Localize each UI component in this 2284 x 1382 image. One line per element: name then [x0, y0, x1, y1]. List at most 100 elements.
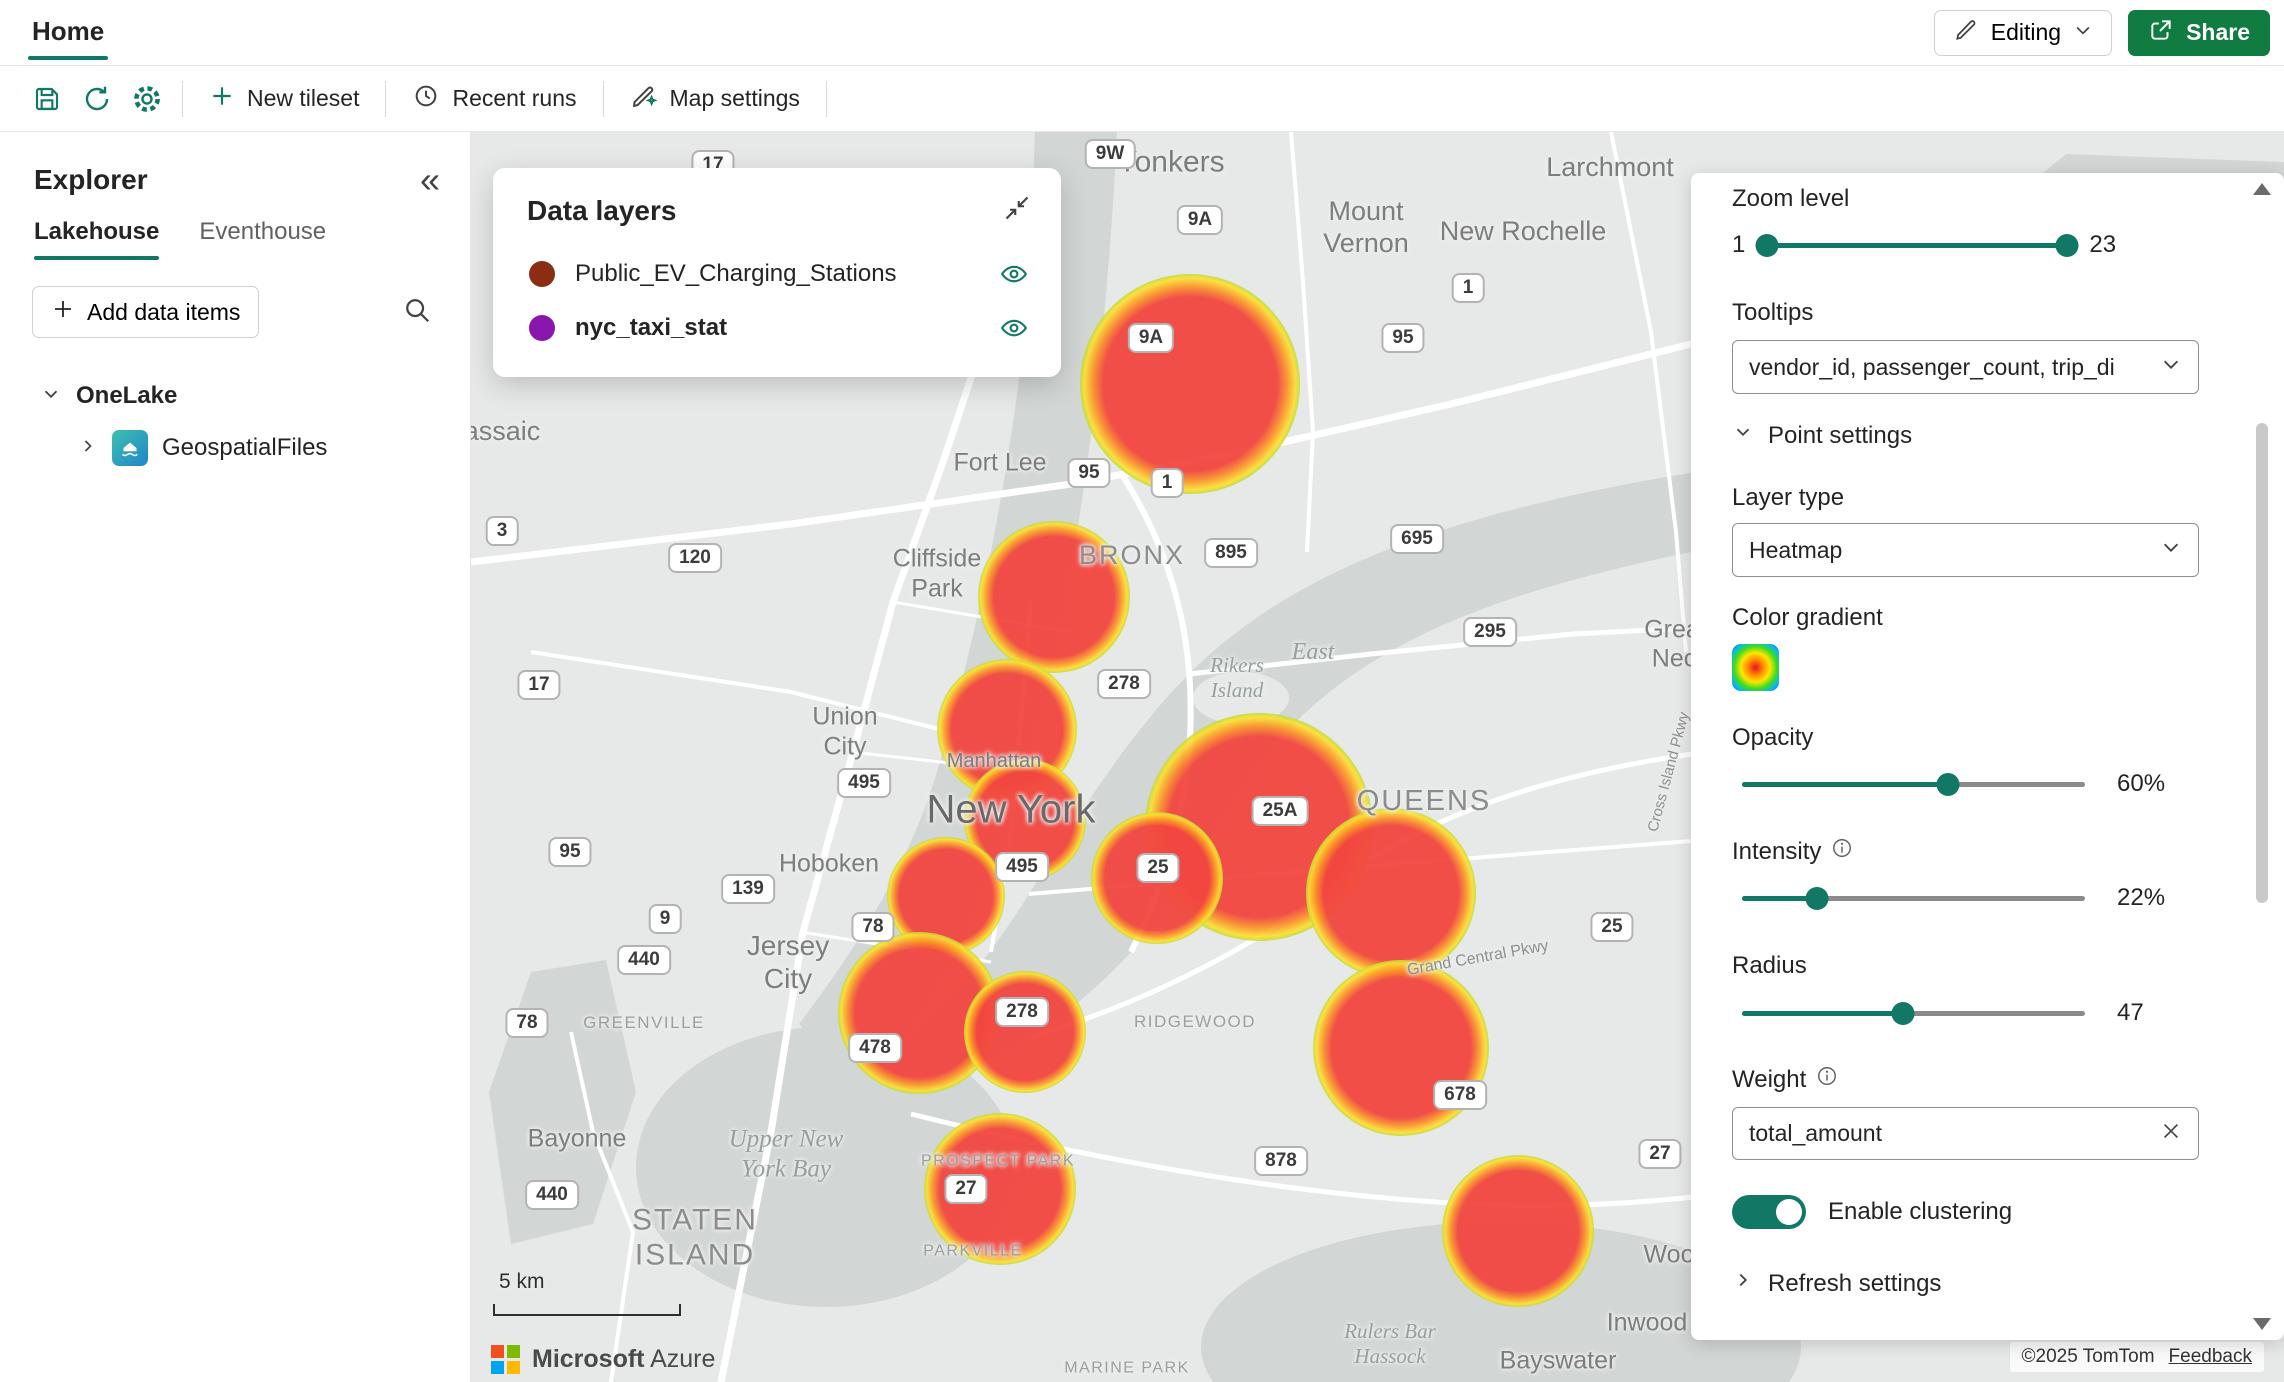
- azure-logo-azure: Azure: [644, 1345, 716, 1373]
- toolbar-divider: [385, 80, 387, 117]
- refresh-button[interactable]: [72, 75, 122, 123]
- new-tileset-button[interactable]: New tileset: [193, 75, 375, 123]
- radius-value: 47: [2117, 999, 2144, 1026]
- save-button[interactable]: [22, 75, 72, 123]
- toolbar-divider: [602, 80, 604, 117]
- zoom-max-value: 23: [2089, 231, 2117, 258]
- scale-label: 5 km: [499, 1270, 545, 1293]
- recent-runs-label: Recent runs: [452, 85, 577, 111]
- recent-runs-clock-icon: [412, 82, 440, 116]
- pen-icon: [1953, 17, 1979, 49]
- zoom-min-value: 1: [1732, 231, 1746, 258]
- point-settings-label: Point settings: [1768, 421, 1913, 449]
- data-layers-header: Data layers: [527, 194, 1031, 227]
- tooltips-dropdown[interactable]: vendor_id, passenger_count, trip_di: [1732, 340, 2199, 394]
- share-button[interactable]: Share: [2128, 9, 2270, 56]
- intensity-label-text: Intensity: [1732, 837, 1822, 865]
- intensity-handle[interactable]: [1805, 887, 1829, 910]
- recent-runs-button[interactable]: Recent runs: [396, 75, 592, 123]
- editing-label: Editing: [1990, 19, 2062, 45]
- collapse-sidebar-icon[interactable]: «: [419, 159, 440, 200]
- weight-label: Weight: [1732, 1065, 1838, 1094]
- layer-type-dropdown[interactable]: Heatmap: [1732, 523, 2199, 577]
- ribbon-toolbar: New tileset Recent runs Map settings: [0, 66, 2284, 132]
- add-data-items-button[interactable]: Add data items: [32, 286, 260, 338]
- zoom-min-handle[interactable]: [1755, 234, 1779, 257]
- lakehouse-item-icon: [112, 430, 148, 466]
- data-layers-title: Data layers: [527, 194, 677, 226]
- azure-logo-microsoft: Microsoft: [532, 1345, 645, 1373]
- chevron-down-icon: [2160, 536, 2182, 564]
- weight-input[interactable]: total_amount: [1732, 1107, 2199, 1160]
- chevron-down-icon: [40, 383, 62, 410]
- data-layer-row[interactable]: Public_EV_Charging_Stations: [527, 247, 1031, 301]
- point-settings-section[interactable]: Point settings: [1732, 421, 1912, 450]
- scroll-up-arrow[interactable]: [2253, 183, 2271, 195]
- settings-gear-button[interactable]: [122, 75, 172, 123]
- explorer-sidebar: Explorer « Lakehouse Eventhouse Add data…: [0, 132, 471, 1382]
- intensity-label: Intensity: [1732, 837, 1853, 866]
- toolbar-divider: [825, 80, 827, 117]
- tab-lakehouse[interactable]: Lakehouse: [34, 218, 160, 260]
- zoom-level-slider[interactable]: [1755, 233, 2079, 257]
- refresh-settings-section[interactable]: Refresh settings: [1732, 1269, 1941, 1298]
- layer-color-dot: [529, 315, 555, 341]
- visibility-eye-icon[interactable]: [999, 313, 1029, 343]
- info-icon[interactable]: [1816, 1065, 1838, 1094]
- explorer-tabs: Lakehouse Eventhouse: [0, 212, 470, 260]
- data-layer-row[interactable]: nyc_taxi_stat: [527, 301, 1031, 355]
- intensity-slider[interactable]: [1742, 886, 2085, 910]
- layer-name: nyc_taxi_stat: [575, 314, 728, 341]
- visibility-eye-icon[interactable]: [999, 259, 1029, 289]
- search-icon[interactable]: [402, 295, 432, 330]
- microsoft-logo-icon: [491, 1345, 520, 1374]
- plus-icon: [51, 297, 75, 327]
- topbar-right: Editing Share: [1933, 9, 2270, 56]
- intensity-value: 22%: [2117, 884, 2166, 911]
- explorer-header: Explorer «: [0, 132, 470, 212]
- radius-handle[interactable]: [1891, 1002, 1915, 1025]
- add-data-row: Add data items: [0, 260, 470, 338]
- map-settings-button[interactable]: Map settings: [614, 75, 816, 123]
- clustering-row: Enable clustering: [1732, 1195, 2012, 1229]
- scroll-down-arrow[interactable]: [2253, 1318, 2271, 1330]
- feedback-link[interactable]: Feedback: [2168, 1346, 2252, 1367]
- new-tileset-label: New tileset: [247, 85, 360, 111]
- tab-eventhouse[interactable]: Eventhouse: [199, 218, 327, 245]
- tree-item-geospatialfiles[interactable]: GeospatialFiles: [0, 420, 470, 476]
- chevron-right-icon: [78, 436, 98, 461]
- radius-label: Radius: [1732, 952, 1807, 979]
- opacity-value: 60%: [2117, 770, 2166, 797]
- color-gradient-swatch[interactable]: [1732, 644, 1779, 691]
- scrollbar-thumb[interactable]: [2256, 423, 2268, 903]
- top-bar: Home Editing Share: [0, 0, 2284, 66]
- radius-slider-row: 47: [1742, 999, 2144, 1027]
- home-tab[interactable]: Home: [26, 0, 110, 66]
- share-icon: [2148, 17, 2174, 49]
- panel-scrollbar[interactable]: [2248, 179, 2276, 1334]
- layer-color-dot: [529, 261, 555, 287]
- map-settings-label: Map settings: [669, 85, 800, 111]
- weight-value: total_amount: [1749, 1120, 1882, 1146]
- chevron-down-icon: [2160, 353, 2182, 381]
- data-layers-list: Public_EV_Charging_Stations nyc_taxi_stat: [527, 247, 1031, 355]
- collapse-panel-icon[interactable]: [1003, 194, 1031, 227]
- info-icon[interactable]: [1831, 837, 1853, 866]
- opacity-slider[interactable]: [1742, 772, 2085, 796]
- content-area: Explorer « Lakehouse Eventhouse Add data…: [0, 132, 2284, 1382]
- explorer-title: Explorer: [34, 164, 148, 195]
- tree-item-onelake[interactable]: OneLake: [0, 372, 470, 420]
- opacity-label: Opacity: [1732, 724, 1814, 751]
- zoom-max-handle[interactable]: [2055, 234, 2079, 257]
- map-canvas[interactable]: Yonkers Larchmont Mount Vernon New Rochelle…: [471, 132, 2284, 1382]
- enable-clustering-toggle[interactable]: [1732, 1195, 1806, 1229]
- editing-mode-button[interactable]: Editing: [1933, 9, 2113, 56]
- toolbar-divider: [182, 80, 183, 117]
- radius-slider[interactable]: [1742, 1001, 2085, 1025]
- lakehouse-tree: OneLake GeospatialFiles: [0, 338, 470, 476]
- opacity-handle[interactable]: [1936, 773, 1960, 796]
- enable-clustering-label: Enable clustering: [1828, 1198, 2013, 1225]
- copyright-text: ©2025 TomTom: [2021, 1346, 2155, 1367]
- clear-icon[interactable]: [2160, 1120, 2182, 1148]
